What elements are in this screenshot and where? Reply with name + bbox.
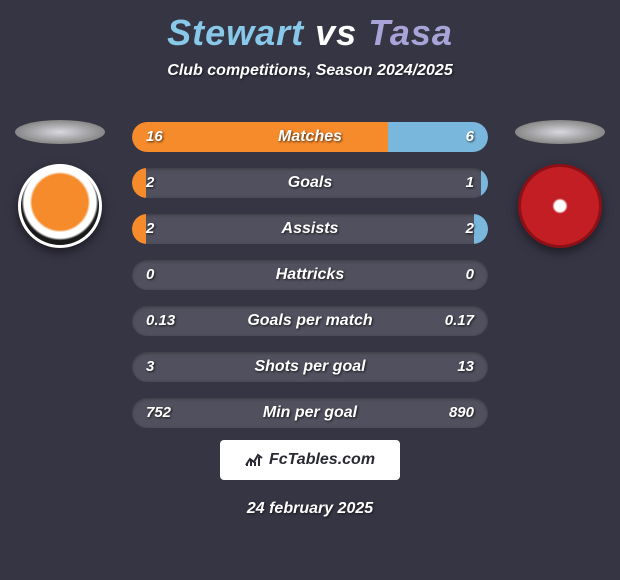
left-value: 0.13: [146, 306, 175, 336]
stat-row: Hattricks0 0: [132, 260, 488, 290]
comparison-title: Stewart vs Tasa: [0, 0, 620, 54]
footer-date: 24 february 2025: [0, 500, 620, 518]
stat-row: Matches16 6: [132, 122, 488, 152]
left-spotlight: [15, 120, 105, 144]
stat-label: Assists: [132, 214, 488, 244]
vs-text: vs: [315, 12, 357, 53]
stat-row: Shots per goal3 13: [132, 352, 488, 382]
stat-label: Shots per goal: [132, 352, 488, 382]
right-spotlight: [515, 120, 605, 144]
left-value: 16: [146, 122, 163, 152]
subtitle: Club competitions, Season 2024/2025: [0, 62, 620, 80]
stat-row: Assists2 2: [132, 214, 488, 244]
stat-label: Min per goal: [132, 398, 488, 428]
left-value: 2: [146, 214, 154, 244]
right-value: 6: [466, 122, 474, 152]
right-value: 1: [466, 168, 474, 198]
stat-row: Goals per match0.13 0.17: [132, 306, 488, 336]
left-value: 2: [146, 168, 154, 198]
left-player-column: [0, 120, 120, 248]
brand-badge[interactable]: FcTables.com: [220, 440, 400, 480]
right-club-badge-icon: [518, 164, 602, 248]
right-value: 0: [466, 260, 474, 290]
right-value: 2: [466, 214, 474, 244]
stat-row: Goals2 1: [132, 168, 488, 198]
right-player-column: [500, 120, 620, 248]
stats-table: Matches166Goals21Assists22Hattricks00Goa…: [132, 122, 488, 444]
stat-label: Goals: [132, 168, 488, 198]
left-value: 752: [146, 398, 171, 428]
left-club-badge-icon: [18, 164, 102, 248]
stat-label: Hattricks: [132, 260, 488, 290]
stat-row: Min per goal752 890: [132, 398, 488, 428]
stat-label: Goals per match: [132, 306, 488, 336]
left-value: 0: [146, 260, 154, 290]
player1-name: Stewart: [167, 12, 304, 53]
player2-name: Tasa: [368, 12, 453, 53]
right-value: 13: [457, 352, 474, 382]
brand-text: FcTables.com: [269, 451, 375, 469]
right-value: 0.17: [445, 306, 474, 336]
right-value: 890: [449, 398, 474, 428]
stat-label: Matches: [132, 122, 488, 152]
chart-icon: [245, 453, 263, 467]
left-value: 3: [146, 352, 154, 382]
